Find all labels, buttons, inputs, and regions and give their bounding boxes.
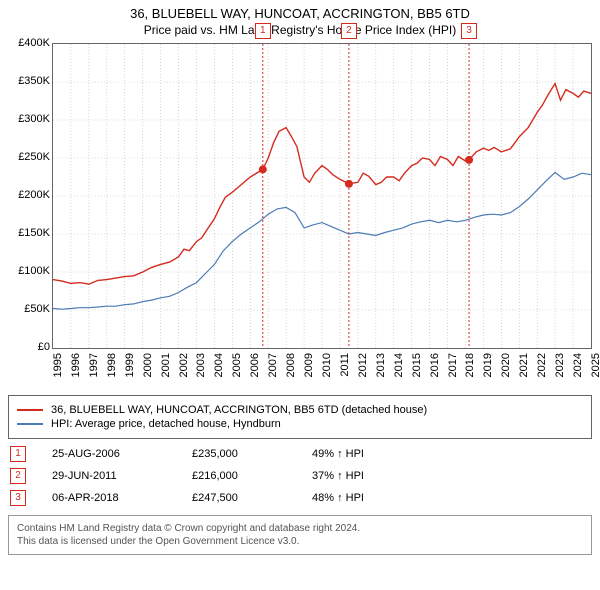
footer: Contains HM Land Registry data © Crown c… xyxy=(8,515,592,555)
y-tick-label: £150K xyxy=(18,227,50,239)
legend-item: HPI: Average price, detached house, Hynd… xyxy=(17,418,583,430)
x-tick-label: 2008 xyxy=(285,353,297,377)
x-tick-label: 2023 xyxy=(554,353,566,377)
x-tick-label: 2016 xyxy=(429,353,441,377)
x-tick-label: 2025 xyxy=(590,353,600,377)
x-tick-label: 2013 xyxy=(375,353,387,377)
x-tick-label: 2019 xyxy=(482,353,494,377)
x-tick-label: 2004 xyxy=(213,353,225,377)
chart-subtitle: Price paid vs. HM Land Registry's House … xyxy=(8,23,592,37)
marker-box: 3 xyxy=(461,23,477,39)
y-tick-label: £250K xyxy=(18,151,50,163)
legend-label: 36, BLUEBELL WAY, HUNCOAT, ACCRINGTON, B… xyxy=(51,404,427,416)
x-tick-label: 1995 xyxy=(52,353,64,377)
marker-row-box: 3 xyxy=(10,490,26,506)
x-tick-label: 2024 xyxy=(572,353,584,377)
marker-row-box: 1 xyxy=(10,446,26,462)
legend-item: 36, BLUEBELL WAY, HUNCOAT, ACCRINGTON, B… xyxy=(17,404,583,416)
y-tick-label: £400K xyxy=(18,37,50,49)
footer-line1: Contains HM Land Registry data © Crown c… xyxy=(17,522,583,535)
x-tick-label: 2009 xyxy=(303,353,315,377)
chart-svg xyxy=(53,44,591,348)
marker-date: 06-APR-2018 xyxy=(52,492,192,504)
y-axis: £0£50K£100K£150K£200K£250K£300K£350K£400… xyxy=(8,43,52,349)
x-tick-label: 2007 xyxy=(267,353,279,377)
x-tick-label: 2017 xyxy=(447,353,459,377)
marker-date: 29-JUN-2011 xyxy=(52,470,192,482)
chart-header: 36, BLUEBELL WAY, HUNCOAT, ACCRINGTON, B… xyxy=(0,0,600,39)
marker-row: 2 29-JUN-2011£216,00037% ↑ HPI xyxy=(8,465,592,487)
x-tick-label: 2001 xyxy=(160,353,172,377)
x-tick-label: 2002 xyxy=(178,353,190,377)
x-tick-label: 2021 xyxy=(518,353,530,377)
x-tick-label: 2020 xyxy=(500,353,512,377)
x-tick-label: 2022 xyxy=(536,353,548,377)
x-tick-label: 1997 xyxy=(88,353,100,377)
legend-label: HPI: Average price, detached house, Hynd… xyxy=(51,418,281,430)
marker-price: £235,000 xyxy=(192,448,312,460)
y-tick-label: £300K xyxy=(18,113,50,125)
y-tick-label: £100K xyxy=(18,265,50,277)
legend-swatch xyxy=(17,409,43,411)
x-tick-label: 2005 xyxy=(231,353,243,377)
y-tick-label: £0 xyxy=(38,341,50,353)
chart-area: £0£50K£100K£150K£200K£250K£300K£350K£400… xyxy=(8,43,592,389)
series-hpi xyxy=(53,172,591,309)
x-tick-label: 2015 xyxy=(411,353,423,377)
x-tick-label: 1998 xyxy=(106,353,118,377)
x-tick-label: 2006 xyxy=(249,353,261,377)
x-tick-label: 2018 xyxy=(464,353,476,377)
x-tick-label: 2000 xyxy=(142,353,154,377)
marker-diff: 49% ↑ HPI xyxy=(312,448,432,460)
markers-table: 1 25-AUG-2006£235,00049% ↑ HPI 2 29-JUN-201… xyxy=(8,443,592,509)
x-tick-label: 2012 xyxy=(357,353,369,377)
y-tick-label: £200K xyxy=(18,189,50,201)
legend-swatch xyxy=(17,423,43,425)
plot-area xyxy=(52,43,592,349)
marker-row: 3 06-APR-2018£247,50048% ↑ HPI xyxy=(8,487,592,509)
marker-diff: 37% ↑ HPI xyxy=(312,470,432,482)
x-tick-label: 2011 xyxy=(339,353,351,377)
footer-line2: This data is licensed under the Open Gov… xyxy=(17,535,583,548)
marker-date: 25-AUG-2006 xyxy=(52,448,192,460)
y-tick-label: £50K xyxy=(24,303,50,315)
x-tick-label: 2010 xyxy=(321,353,333,377)
marker-diff: 48% ↑ HPI xyxy=(312,492,432,504)
legend: 36, BLUEBELL WAY, HUNCOAT, ACCRINGTON, B… xyxy=(8,395,592,439)
marker-box: 2 xyxy=(341,23,357,39)
x-axis: 1995 1996 1997 1998 1999 2000 2001 2002 2003 2004… xyxy=(52,349,592,389)
marker-row: 1 25-AUG-2006£235,00049% ↑ HPI xyxy=(8,443,592,465)
x-tick-label: 2014 xyxy=(393,353,405,377)
marker-price: £216,000 xyxy=(192,470,312,482)
x-tick-label: 2003 xyxy=(195,353,207,377)
chart-title: 36, BLUEBELL WAY, HUNCOAT, ACCRINGTON, B… xyxy=(8,6,592,21)
x-tick-label: 1999 xyxy=(124,353,136,377)
marker-row-box: 2 xyxy=(10,468,26,484)
marker-price: £247,500 xyxy=(192,492,312,504)
y-tick-label: £350K xyxy=(18,75,50,87)
x-tick-label: 1996 xyxy=(70,353,82,377)
marker-box: 1 xyxy=(255,23,271,39)
